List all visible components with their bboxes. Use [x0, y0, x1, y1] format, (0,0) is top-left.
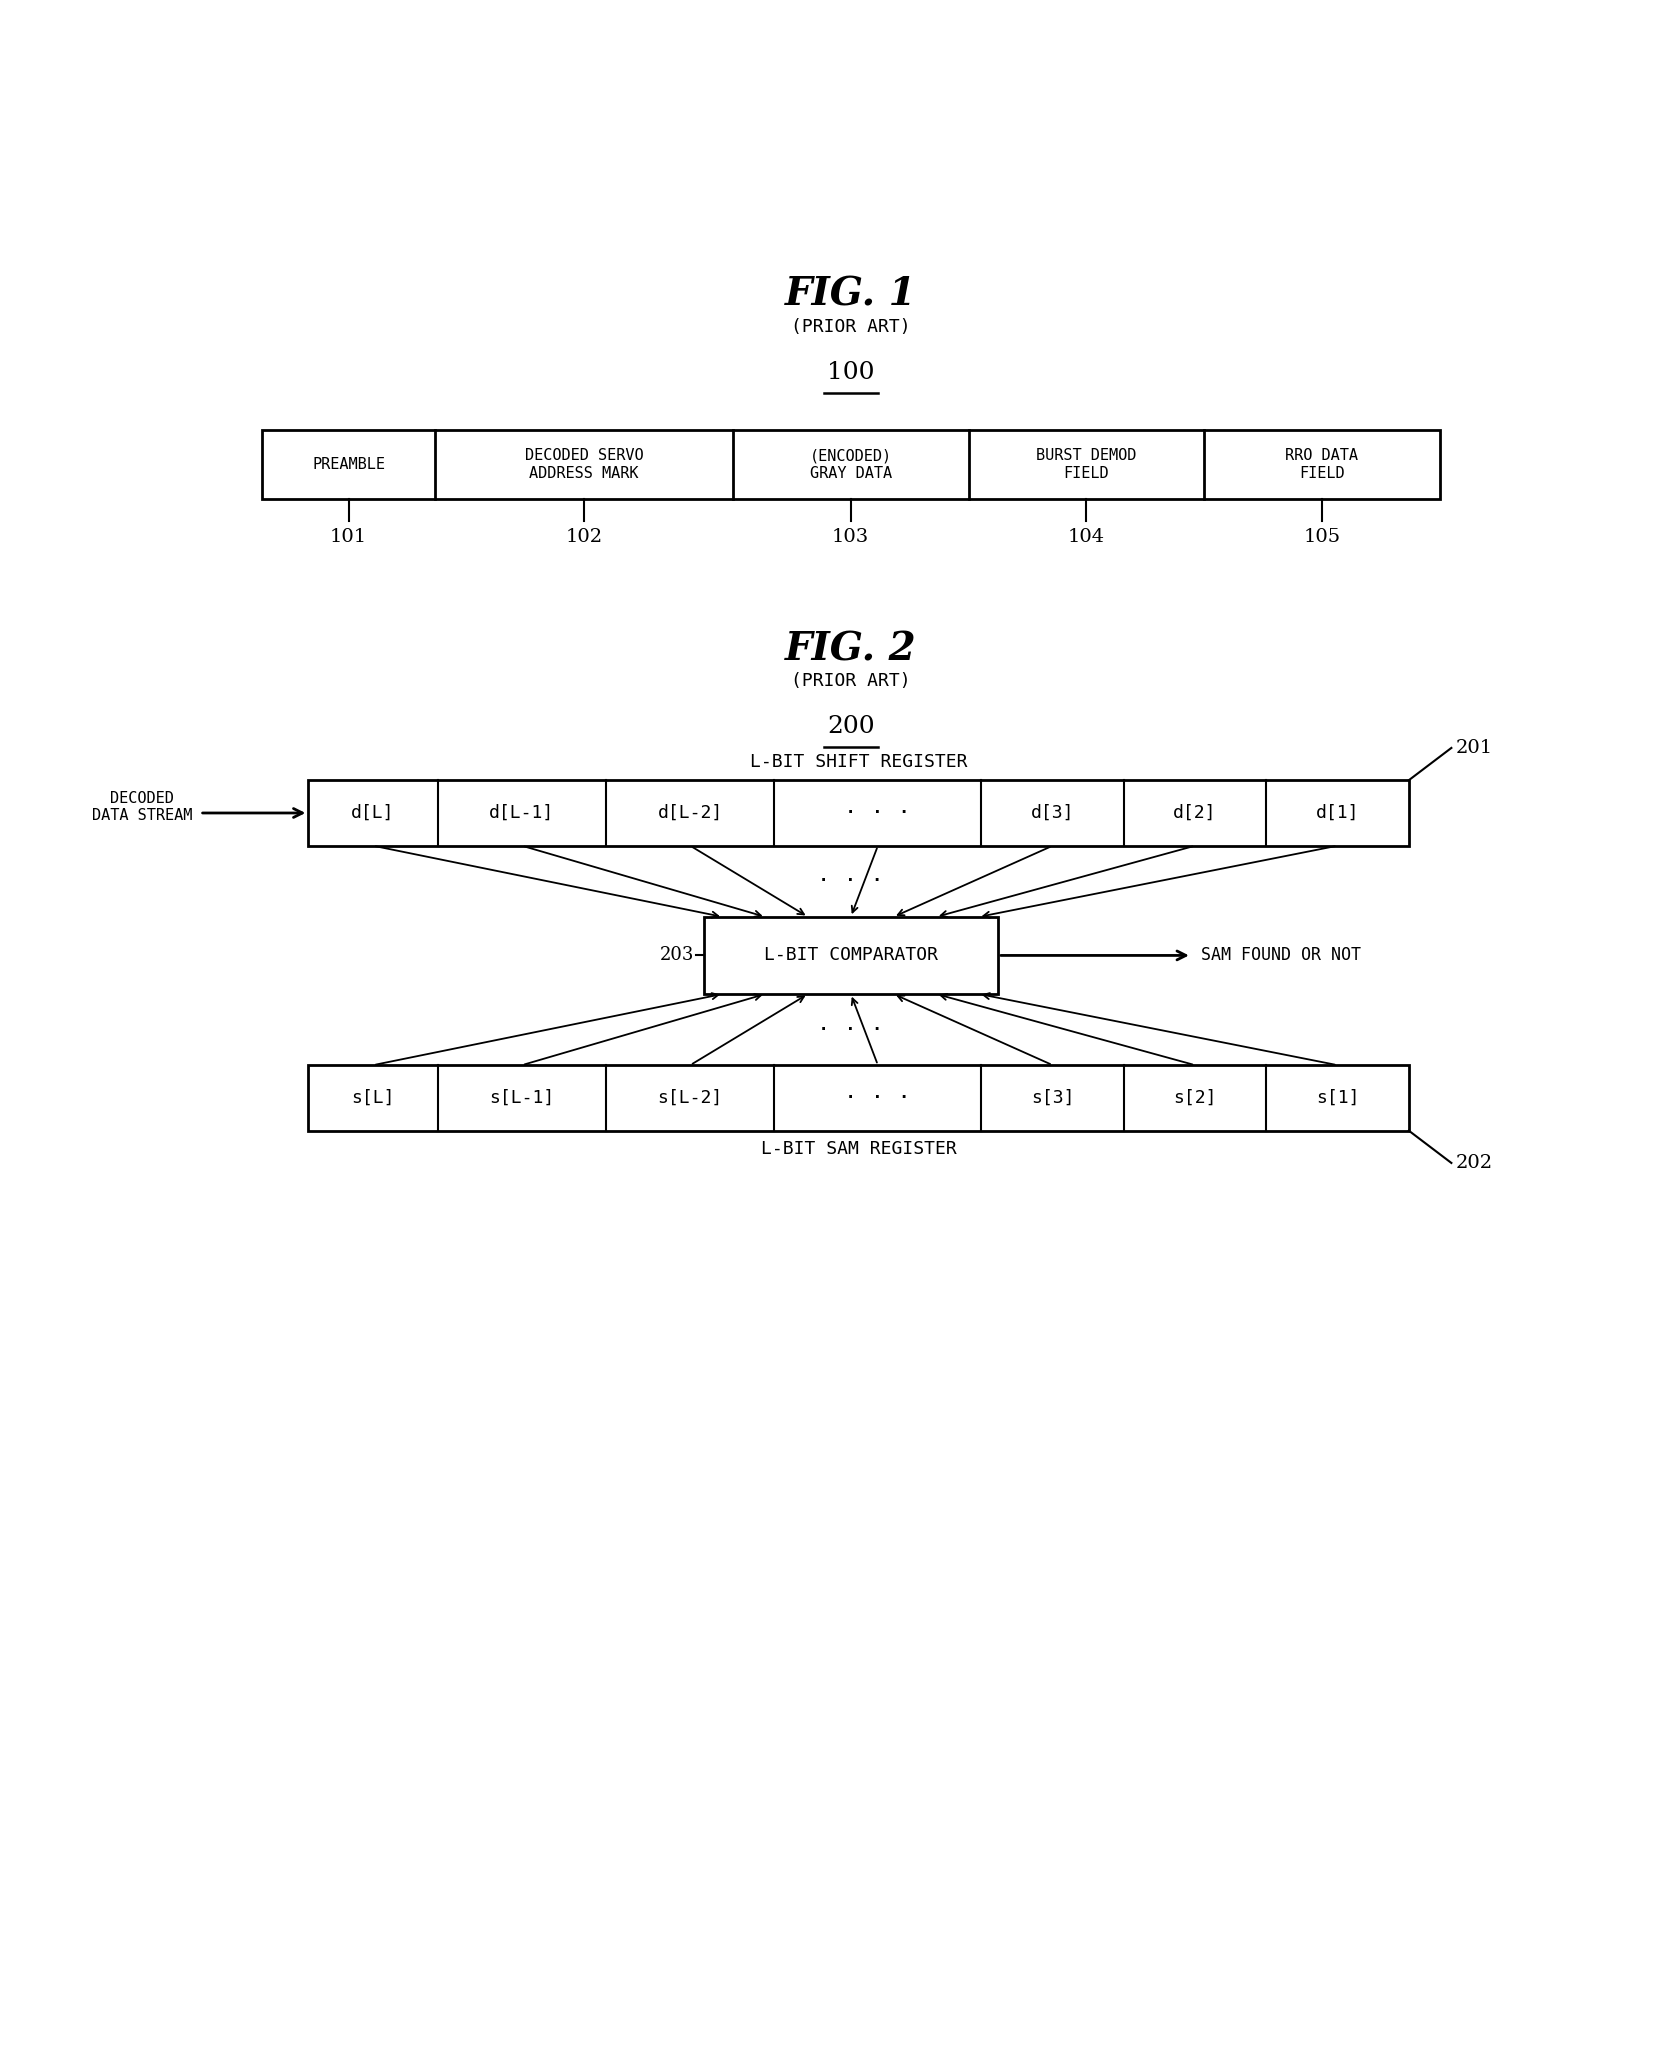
Text: BURST DEMOD
FIELD: BURST DEMOD FIELD — [1036, 449, 1137, 482]
Text: SAM FOUND OR NOT: SAM FOUND OR NOT — [1202, 947, 1361, 965]
Text: s[L-1]: s[L-1] — [490, 1088, 554, 1106]
Bar — [262, 430, 1439, 500]
Text: s[L]: s[L] — [352, 1088, 395, 1106]
Text: s[2]: s[2] — [1174, 1088, 1217, 1106]
Text: L-BIT SAM REGISTER: L-BIT SAM REGISTER — [760, 1139, 956, 1158]
Text: 101: 101 — [330, 529, 367, 547]
Text: (PRIOR ART): (PRIOR ART) — [790, 672, 911, 691]
Text: · · ·: · · · — [845, 803, 911, 824]
Text: · · ·: · · · — [845, 1088, 911, 1109]
Text: PREAMBLE: PREAMBLE — [312, 457, 385, 471]
Text: 104: 104 — [1067, 529, 1106, 547]
Text: 201: 201 — [1456, 740, 1492, 756]
Text: DECODED
DATA STREAM: DECODED DATA STREAM — [91, 791, 193, 824]
Text: d[2]: d[2] — [1174, 803, 1217, 822]
Bar — [704, 918, 998, 994]
Text: (PRIOR ART): (PRIOR ART) — [790, 318, 911, 336]
Bar — [309, 1065, 1409, 1131]
Text: s[L-2]: s[L-2] — [657, 1088, 722, 1106]
Text: 200: 200 — [827, 715, 875, 738]
Text: RRO DATA
FIELD: RRO DATA FIELD — [1285, 449, 1358, 482]
Bar — [309, 781, 1409, 846]
Text: d[L-2]: d[L-2] — [657, 803, 722, 822]
Text: d[1]: d[1] — [1316, 803, 1360, 822]
Text: (ENCODED)
GRAY DATA: (ENCODED) GRAY DATA — [810, 449, 891, 482]
Text: 202: 202 — [1456, 1154, 1492, 1172]
Text: FIG. 1: FIG. 1 — [785, 277, 916, 313]
Text: · · ·: · · · — [817, 871, 885, 891]
Text: 105: 105 — [1303, 529, 1341, 547]
Text: 203: 203 — [659, 947, 694, 965]
Text: d[L]: d[L] — [352, 803, 395, 822]
Text: FIG. 2: FIG. 2 — [785, 631, 916, 668]
Text: DECODED SERVO
ADDRESS MARK: DECODED SERVO ADDRESS MARK — [525, 449, 644, 482]
Text: d[3]: d[3] — [1031, 803, 1074, 822]
Text: 103: 103 — [832, 529, 870, 547]
Text: L-BIT SHIFT REGISTER: L-BIT SHIFT REGISTER — [750, 754, 968, 770]
Text: s[3]: s[3] — [1031, 1088, 1074, 1106]
Text: s[1]: s[1] — [1316, 1088, 1360, 1106]
Text: L-BIT COMPARATOR: L-BIT COMPARATOR — [764, 947, 938, 965]
Text: · · ·: · · · — [817, 1020, 885, 1039]
Text: d[L-1]: d[L-1] — [490, 803, 554, 822]
Text: 102: 102 — [566, 529, 603, 547]
Text: 100: 100 — [827, 361, 875, 383]
